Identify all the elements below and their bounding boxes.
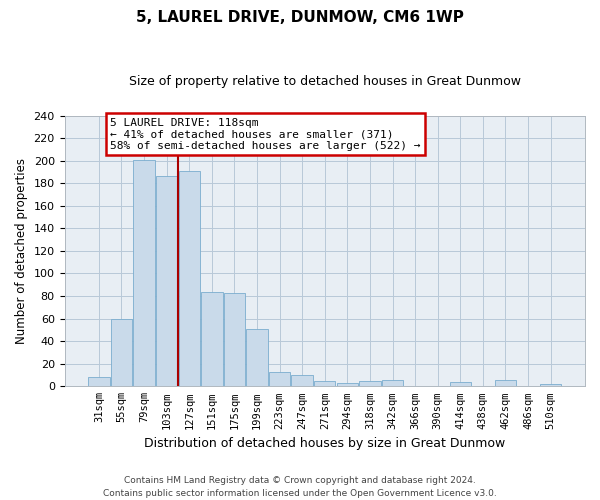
X-axis label: Distribution of detached houses by size in Great Dunmow: Distribution of detached houses by size … [144, 437, 505, 450]
Y-axis label: Number of detached properties: Number of detached properties [15, 158, 28, 344]
Bar [246, 329, 268, 386]
Bar [337, 383, 358, 386]
Bar [359, 380, 380, 386]
Text: Contains HM Land Registry data © Crown copyright and database right 2024.
Contai: Contains HM Land Registry data © Crown c… [103, 476, 497, 498]
Bar [495, 380, 516, 386]
Title: Size of property relative to detached houses in Great Dunmow: Size of property relative to detached ho… [129, 75, 521, 88]
Bar [201, 292, 223, 386]
Bar [224, 292, 245, 386]
Text: 5, LAUREL DRIVE, DUNMOW, CM6 1WP: 5, LAUREL DRIVE, DUNMOW, CM6 1WP [136, 10, 464, 25]
Bar [269, 372, 290, 386]
Bar [133, 160, 155, 386]
Bar [292, 375, 313, 386]
Bar [449, 382, 471, 386]
Bar [111, 318, 132, 386]
Bar [314, 380, 335, 386]
Bar [382, 380, 403, 386]
Bar [179, 171, 200, 386]
Text: 5 LAUREL DRIVE: 118sqm
← 41% of detached houses are smaller (371)
58% of semi-de: 5 LAUREL DRIVE: 118sqm ← 41% of detached… [110, 118, 421, 151]
Bar [156, 176, 178, 386]
Bar [540, 384, 562, 386]
Bar [88, 378, 110, 386]
